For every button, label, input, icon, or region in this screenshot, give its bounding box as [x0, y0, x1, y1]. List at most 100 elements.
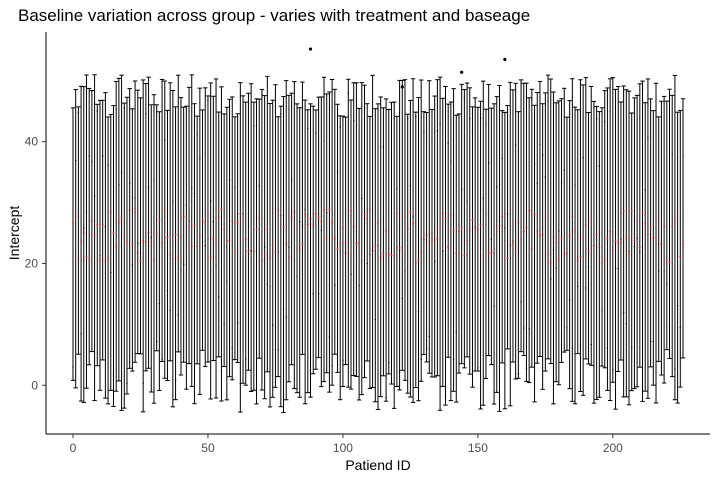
sample-dot	[361, 197, 363, 200]
point-estimate	[269, 257, 271, 260]
sample-dot	[274, 348, 277, 351]
sample-dot	[533, 163, 536, 165]
sample-dot	[647, 136, 649, 139]
sample-dot	[682, 154, 684, 157]
x-tick-label: 200	[603, 441, 623, 455]
point-estimate	[312, 225, 315, 227]
sample-dot	[593, 365, 595, 368]
sample-dot	[633, 246, 636, 248]
point-estimate	[579, 255, 582, 258]
sample-dot	[177, 314, 179, 316]
point-estimate	[247, 250, 250, 253]
sample-dot	[161, 358, 163, 360]
sample-dot	[474, 226, 476, 228]
point-estimate	[611, 249, 614, 252]
point-estimate	[201, 219, 204, 222]
point-estimate	[382, 252, 385, 255]
point-estimate	[277, 208, 280, 211]
outlier-point	[460, 70, 464, 74]
point-estimate	[555, 241, 558, 244]
point-estimate	[441, 212, 444, 215]
sample-dot	[606, 347, 609, 349]
sample-dot	[415, 115, 417, 118]
point-estimate	[279, 214, 282, 217]
point-estimate	[296, 228, 298, 230]
point-estimate	[458, 230, 460, 233]
sample-dot	[636, 237, 638, 239]
point-estimate	[309, 217, 312, 220]
sample-dot	[326, 212, 328, 214]
point-estimate	[117, 221, 120, 224]
sample-dot	[574, 184, 576, 186]
sample-dot	[412, 215, 414, 218]
sample-dot	[563, 169, 565, 171]
sample-dot	[439, 123, 441, 125]
sample-dot	[226, 281, 228, 283]
point-estimate	[571, 215, 574, 218]
point-estimate	[552, 236, 555, 239]
point-estimate	[460, 227, 463, 229]
point-estimate	[536, 230, 539, 233]
point-estimate	[339, 242, 342, 245]
sample-dot	[323, 140, 325, 142]
sample-dot	[469, 117, 471, 120]
point-estimate	[109, 210, 112, 213]
point-estimate	[72, 222, 74, 225]
point-estimate	[393, 255, 396, 257]
point-estimate	[649, 226, 652, 229]
sample-dot	[509, 82, 511, 84]
point-estimate	[463, 254, 466, 257]
point-estimate	[263, 252, 266, 255]
sample-dot	[498, 220, 501, 222]
sample-dot	[169, 309, 171, 312]
sample-dot	[204, 245, 206, 247]
point-estimate	[82, 231, 85, 234]
point-estimate	[501, 216, 504, 219]
point-estimate	[541, 233, 544, 236]
sample-dot	[552, 249, 555, 251]
point-estimate	[188, 226, 190, 228]
point-estimate	[468, 228, 471, 230]
sample-dot	[433, 260, 436, 263]
sample-dot	[388, 361, 390, 364]
sample-dot	[263, 246, 266, 248]
sample-dot	[663, 271, 665, 273]
point-estimate	[88, 259, 91, 262]
point-estimate	[398, 246, 401, 249]
outlier-point	[308, 47, 313, 51]
sample-dot	[463, 97, 466, 99]
point-estimate	[147, 231, 150, 233]
point-estimate	[630, 209, 633, 212]
sample-dot	[312, 293, 314, 295]
point-estimate	[444, 217, 447, 220]
y-tick-label: 20	[25, 256, 39, 270]
point-estimate	[493, 251, 495, 254]
point-estimate	[390, 254, 393, 257]
sample-dot	[245, 358, 247, 360]
sample-dot	[280, 113, 282, 115]
point-estimate	[182, 215, 185, 218]
point-estimate	[96, 223, 99, 226]
sample-dot	[587, 266, 590, 268]
point-estimate	[671, 225, 674, 228]
point-estimate	[231, 220, 234, 223]
point-estimate	[293, 211, 296, 214]
sample-dot	[266, 284, 269, 286]
point-estimate	[244, 238, 247, 241]
point-estimate	[655, 236, 657, 239]
sample-dot	[185, 204, 188, 207]
sample-dot	[207, 99, 209, 102]
point-estimate	[422, 238, 425, 241]
point-estimate	[414, 261, 417, 264]
point-estimate	[409, 211, 412, 214]
point-estimate	[274, 250, 277, 253]
sample-dot	[523, 327, 525, 329]
sample-dot	[355, 82, 358, 85]
point-estimate	[242, 219, 244, 222]
sample-dot	[145, 113, 147, 115]
y-axis-ticks: 0 20 40	[25, 135, 46, 392]
point-estimate	[93, 234, 96, 237]
point-estimate	[566, 252, 568, 254]
sample-dot	[212, 220, 215, 223]
sample-dot	[309, 223, 312, 225]
